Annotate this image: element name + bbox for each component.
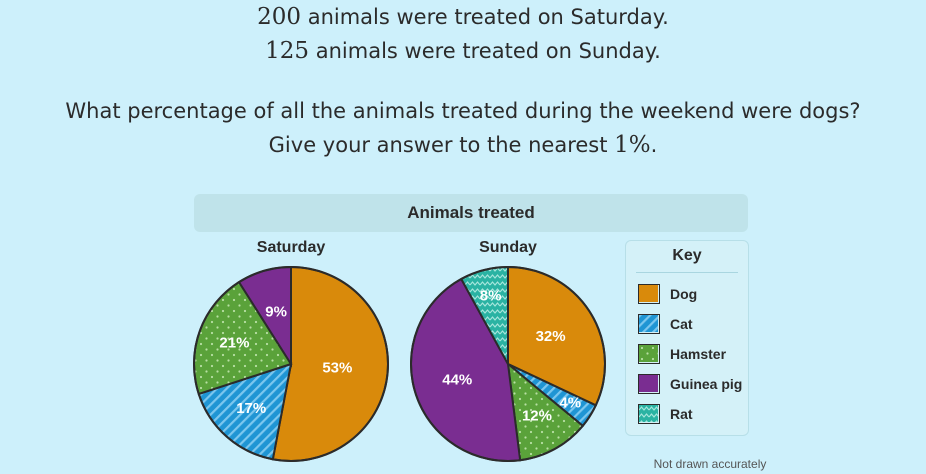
legend-label-hamster: Hamster: [670, 346, 727, 362]
sunday-count: 125: [265, 38, 310, 64]
legend-item-hamster: Hamster: [638, 343, 726, 365]
instruction-end: .: [650, 133, 658, 157]
legend-label-cat: Cat: [670, 316, 693, 332]
saturday-label-guinea-pig: 9%: [265, 304, 287, 321]
legend-title: Key: [672, 247, 702, 264]
sunday-pie: 32% 4% 12% 44% 8%: [410, 265, 606, 462]
legend-label-guinea-pig: Guinea pig: [670, 376, 743, 392]
legend-item-rat: Rat: [638, 403, 693, 425]
saturday-pie: 53% 17% 21% 9%: [193, 265, 389, 462]
question-line-sunday: 125 animals were treated on Sunday.: [0, 38, 926, 64]
legend-item-dog: Dog: [638, 283, 697, 305]
cat-swatch: [638, 314, 660, 334]
sunday-pie-outline: [410, 266, 606, 462]
sunday-label-guinea-pig: 44%: [442, 371, 472, 388]
chart-title: Animals treated: [194, 194, 748, 232]
guinea-pig-swatch: [638, 374, 660, 394]
sunday-text: animals were treated on Sunday.: [309, 39, 661, 63]
sunday-label-dog: 32%: [536, 328, 566, 345]
saturday-label-hamster: 21%: [219, 335, 249, 352]
instruction-text: Give your answer to the nearest: [268, 133, 615, 157]
saturday-label-dog: 53%: [322, 359, 352, 376]
instruction-precision: 1%: [614, 132, 651, 158]
saturday-pie-outline: [193, 266, 389, 462]
sunday-label-hamster: 12%: [522, 408, 552, 425]
legend-item-guinea-pig: Guinea pig: [638, 373, 742, 395]
rat-swatch: [638, 404, 660, 424]
dog-swatch: [638, 284, 660, 304]
sunday-label-rat: 8%: [480, 287, 502, 304]
legend-label-rat: Rat: [670, 406, 693, 422]
question-prompt: What percentage of all the animals treat…: [65, 99, 861, 123]
saturday-pie-title: Saturday: [256, 239, 326, 256]
legend: Key Dog Cat Hamster Guinea pig Rat: [625, 240, 749, 436]
saturday-count: 200: [257, 4, 302, 30]
sunday-pie-title: Sunday: [479, 239, 537, 256]
saturday-text: animals were treated on Saturday.: [301, 5, 669, 29]
question-line-saturday: 200 animals were treated on Saturday.: [0, 4, 926, 30]
question-instruction: Give your answer to the nearest 1%.: [0, 132, 926, 158]
legend-item-cat: Cat: [638, 313, 693, 335]
not-drawn-accurately-note: Not drawn accurately: [653, 457, 767, 471]
sunday-label-cat: 4%: [559, 394, 581, 411]
saturday-label-cat: 17%: [236, 400, 266, 417]
legend-label-dog: Dog: [670, 286, 698, 302]
legend-divider: [636, 272, 738, 273]
hamster-swatch: [638, 344, 660, 364]
